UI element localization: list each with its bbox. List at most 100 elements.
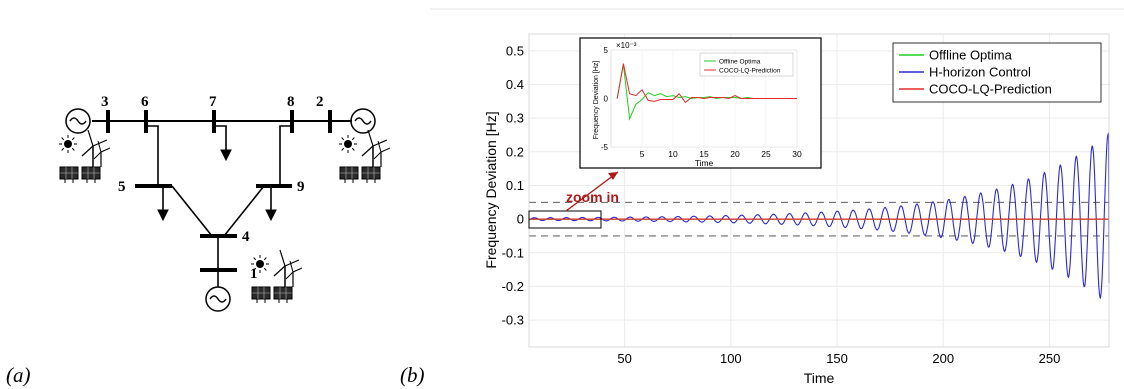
inset-chart: 5 10 15 20 25 30 5 0 -5 Offline Optima COCO-LQ-Pre… <box>579 37 822 169</box>
y-tick-label: 0.2 <box>506 144 524 159</box>
load-arrow-icon <box>265 209 277 222</box>
transmission-line <box>171 185 213 237</box>
bus-label-5: 5 <box>118 179 126 195</box>
generator-1-icon <box>205 286 231 312</box>
y-tick-label: 0 <box>517 212 524 227</box>
y-tick-label: -0.1 <box>502 245 524 260</box>
bus-label-1: 1 <box>250 266 258 282</box>
inset-y-tick-label: 5 <box>604 46 609 55</box>
renewable-cluster-bus3 <box>59 129 111 183</box>
x-ticks: 50 100 150 200 250 <box>617 351 1060 366</box>
inset-legend-box <box>699 52 794 77</box>
turbine-blades <box>273 249 300 277</box>
x-tick-label: 250 <box>1039 351 1061 366</box>
legend-box <box>892 42 1102 103</box>
series-layer <box>528 132 1110 300</box>
legend-entry: COCO-LQ-Prediction <box>929 82 1052 97</box>
legend-entry: H-horizon Control <box>929 65 1031 80</box>
sun-ray <box>71 137 75 141</box>
sun-icon <box>344 140 352 148</box>
sine-icon <box>209 295 227 303</box>
sun-ray <box>71 147 75 151</box>
sun-icon <box>64 140 72 148</box>
sine-icon <box>354 117 372 125</box>
bus-label-8: 8 <box>287 94 295 110</box>
y-tick-label: -0.3 <box>502 313 524 328</box>
load-arrow-icon <box>220 149 232 162</box>
y-axis-label: Frequency Deviation [Hz] <box>483 111 499 268</box>
inset-x-tick-label: 30 <box>792 149 802 159</box>
generator-3-icon <box>65 108 91 134</box>
turbine-blades <box>373 140 391 160</box>
bus-label-7: 7 <box>209 94 217 110</box>
transmission-line <box>146 125 159 186</box>
sun-ray <box>341 137 345 141</box>
transmission-line <box>279 125 292 186</box>
sun-ray <box>341 147 345 151</box>
bus-label-9: 9 <box>297 179 305 195</box>
main-chart: 50 100 150 200 250 0.50.40.30.20.10-0.1-0.2-… <box>483 33 1110 386</box>
turbine-blades <box>361 129 388 157</box>
sun-ray <box>253 257 257 261</box>
y-tick-label: 0.4 <box>506 77 524 92</box>
threshold-lines <box>529 201 1109 237</box>
plot-frame <box>528 33 1110 348</box>
sine-icon <box>69 117 87 125</box>
inset-x-tick-label: 15 <box>699 149 709 159</box>
inset-y-tick-label: -5 <box>601 143 609 152</box>
inset-x-tick-label: 20 <box>730 149 740 159</box>
y-tick-label: 0.1 <box>506 178 524 193</box>
inset-legend-entry: COCO-LQ-Prediction <box>719 68 781 75</box>
inset-exponent-label: ×10⁻³ <box>616 41 637 50</box>
turbine-blades <box>81 129 108 157</box>
inset-y-tick-label: 0 <box>604 95 609 104</box>
y-tick-label: -0.2 <box>502 279 524 294</box>
turbine-blades <box>93 140 111 160</box>
transmission-line <box>223 185 265 237</box>
y-tick-label: 0.3 <box>506 111 524 126</box>
y-ticks: 0.5 0.4 0.3 0.2 0.1 0 -0.1 -0.2 -0.3 <box>502 43 524 327</box>
sun-ray <box>263 257 267 261</box>
inset-y-axis-label: Frequency Deviation [Hz] <box>593 61 600 140</box>
inset-legend-entry: Offline Optima <box>719 59 761 66</box>
zoom-box <box>528 210 602 229</box>
sun-ray <box>351 147 355 151</box>
y-tick-label: 0.5 <box>506 43 524 58</box>
panel-label-a: (a) <box>6 363 31 387</box>
sun-ray <box>61 137 65 141</box>
bus-label-3: 3 <box>101 94 109 110</box>
bus-label-2: 2 <box>316 94 324 110</box>
x-tick-label: 200 <box>932 351 954 366</box>
renewable-cluster-bus1 <box>251 249 303 303</box>
power-network-diagram <box>65 108 376 312</box>
inset-x-tick-label: 10 <box>668 149 678 159</box>
sun-icon <box>256 260 264 268</box>
sun-ray <box>61 147 65 151</box>
legend-entry: Offline Optima <box>929 48 1013 63</box>
inset-x-tick-label: 5 <box>640 149 645 159</box>
x-tick-label: 50 <box>617 351 631 366</box>
x-tick-label: 100 <box>720 351 742 366</box>
legend: Offline Optima H-horizon Control COCO-LQ-P… <box>892 42 1102 103</box>
x-axis-label: Time <box>804 370 835 386</box>
zoom-annotation: zoom in <box>566 189 619 205</box>
x-tick-label: 150 <box>826 351 848 366</box>
generator-2-icon <box>350 108 376 134</box>
zoom-arrowhead-icon <box>608 172 618 180</box>
sun-ray <box>351 137 355 141</box>
inset-x-tick-label: 25 <box>761 149 771 159</box>
renewable-cluster-bus2 <box>339 129 391 183</box>
inset-series-line <box>616 63 797 104</box>
sun-ray <box>263 267 267 271</box>
turbine-blades <box>285 260 303 280</box>
bus-label-6: 6 <box>141 94 149 110</box>
inset-content: 5 10 15 20 25 30 5 0 -5 Offline Optima COCO-LQ-Pre… <box>601 46 802 159</box>
bus-label-4: 4 <box>242 229 250 245</box>
zoom-arrow <box>565 171 619 212</box>
panel-label-b: (b) <box>400 363 425 387</box>
inset-x-axis-label: Time <box>695 158 714 168</box>
load-arrow-icon <box>157 209 169 222</box>
load-line-7 <box>214 125 227 155</box>
sun-ray <box>253 267 257 271</box>
